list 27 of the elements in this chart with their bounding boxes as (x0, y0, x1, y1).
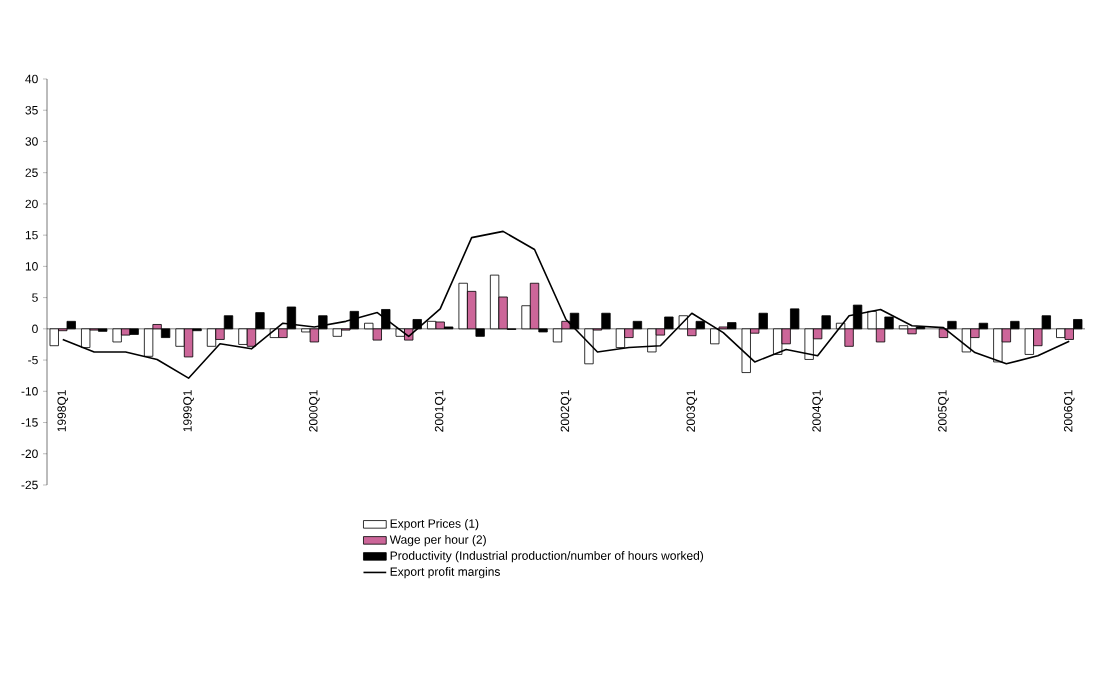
x-tick-label: 2004Q1 (812, 390, 823, 432)
legend-label: Export profit margins (390, 567, 500, 579)
x-tick-label: 2003Q1 (686, 390, 698, 432)
x-tick-label: 2005Q1 (938, 390, 949, 432)
y-tick-label: 30 (25, 137, 38, 146)
y-tick-label: 15 (25, 230, 38, 240)
y-tick-label: 20 (25, 199, 38, 209)
x-tick-label: 2002Q1 (560, 390, 572, 432)
x-tick-label: 1999Q1 (183, 390, 194, 432)
y-tick-label: -20 (21, 449, 38, 459)
x-tick-label: 2006Q1 (1063, 390, 1075, 432)
y-tick-label: -5 (28, 355, 38, 365)
legend-label: Wage per hour (2) (389, 535, 486, 547)
y-tick-label: 5 (32, 293, 38, 302)
x-tick-label: 2000Q1 (309, 390, 320, 432)
y-tick-label: -10 (21, 387, 38, 396)
legend-label: Productivity (Industrial production/number of hours worked) (390, 551, 704, 563)
legend-label: Export Prices (1) (390, 519, 479, 531)
y-tick-label: 35 (25, 105, 38, 115)
x-tick-label: 2001Q1 (434, 390, 446, 432)
y-tick-label: 40 (25, 74, 38, 84)
y-tick-label: 25 (25, 168, 38, 177)
y-tick-label: 10 (25, 262, 38, 271)
y-tick-label: -25 (21, 480, 38, 490)
y-tick-label: 0 (32, 324, 38, 334)
y-tick-label: -15 (21, 418, 38, 427)
x-tick-label: 1998Q1 (57, 390, 69, 432)
